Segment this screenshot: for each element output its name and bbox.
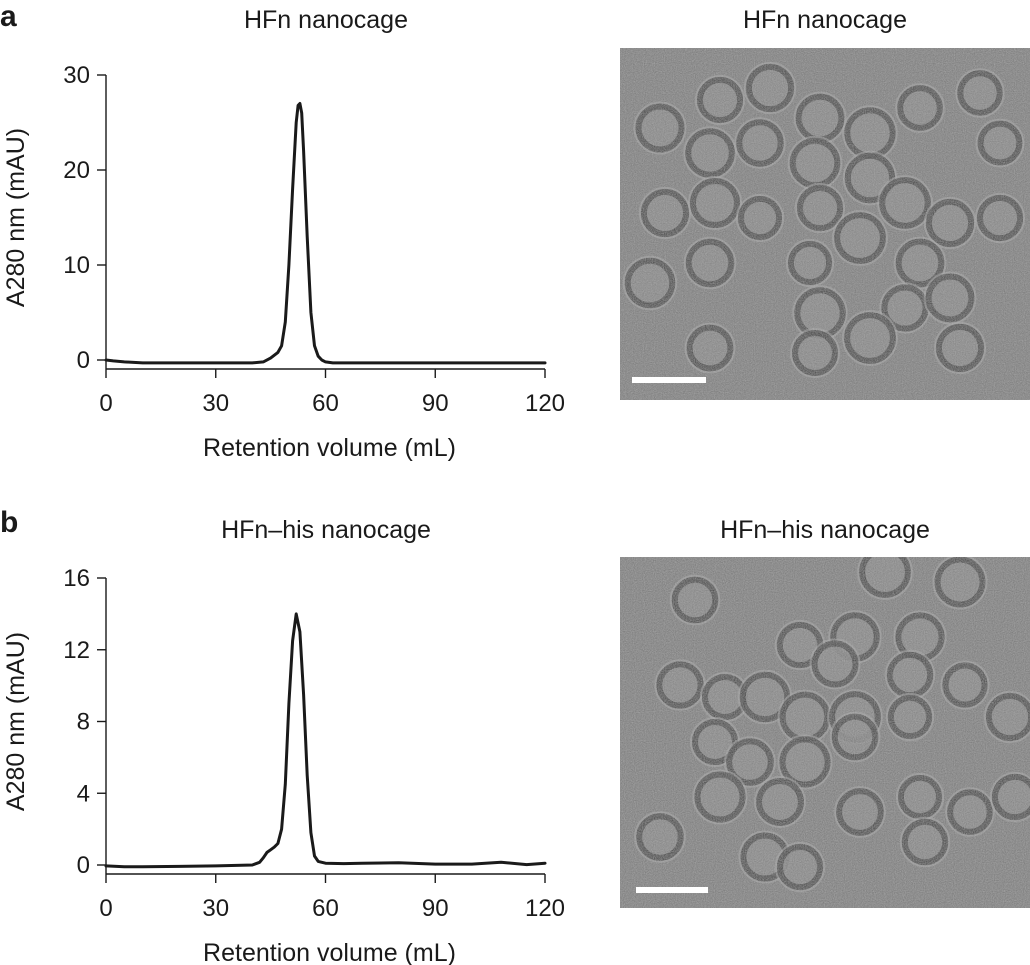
image-title-b: HFn–his nanocage [720,516,930,544]
x-tick: 0 [99,874,113,922]
chromatogram-chart-a: 0 10 20 30 0 30 60 90 120 Retention volume (mL) A2… [2,62,565,462]
y-tick: 12 [63,637,106,664]
y-axis-label: A280 nm (mAU) [2,632,30,811]
chart-title-a: HFn nanocage [243,6,408,34]
series-line [104,612,547,869]
x-tick: 120 [525,369,565,417]
x-tick-label: 30 [202,390,229,417]
x-tick: 0 [99,369,113,417]
y-axis-label: A280 nm (mAU) [2,128,30,307]
chart-title-b: HFn–his nanocage [221,516,431,544]
micrograph-noise [620,557,1030,908]
x-tick: 90 [422,369,449,417]
x-tick-label: 0 [99,895,112,922]
y-tick-label: 20 [63,157,90,184]
y-tick-label: 0 [77,852,90,879]
y-tick-label: 30 [63,62,90,89]
x-tick-label: 60 [312,895,339,922]
x-tick-label: 90 [422,895,449,922]
chromatogram-chart-b: 0 4 8 12 16 0 30 60 90 120 Retention volume (mL) A2… [2,565,565,965]
x-tick-label: 0 [99,390,112,417]
series-line [104,102,547,365]
x-tick: 120 [525,874,565,922]
y-tick: 30 [63,62,106,89]
x-tick-label: 120 [525,895,565,922]
y-tick: 8 [77,709,106,736]
image-title-a: HFn nanocage [742,6,907,34]
x-tick: 30 [202,874,229,922]
y-tick: 10 [63,252,106,279]
x-tick-label: 60 [312,390,339,417]
scale-bar [632,377,706,383]
y-tick-label: 4 [77,780,90,807]
y-tick-label: 16 [63,565,90,592]
y-tick-label: 12 [63,637,90,664]
y-tick-label: 0 [77,347,90,374]
y-tick-label: 10 [63,252,90,279]
y-tick-label: 8 [77,709,90,736]
x-tick: 60 [312,874,339,922]
x-axis-label: Retention volume (mL) [203,939,456,965]
y-tick: 0 [77,852,106,879]
scale-bar [636,887,708,893]
panel-letter-a: a [0,0,17,33]
y-tick: 4 [77,780,106,807]
y-tick: 20 [63,157,106,184]
micrograph-noise [620,48,1030,400]
x-tick: 60 [312,369,339,417]
x-tick-label: 30 [202,895,229,922]
x-tick-label: 90 [422,390,449,417]
x-tick: 30 [202,369,229,417]
tem-micrograph-b [620,557,1030,908]
tem-micrograph-a [620,48,1030,400]
x-tick: 90 [422,874,449,922]
y-tick: 16 [63,565,106,592]
panel-letter-b: b [0,506,19,539]
x-tick-label: 120 [525,390,565,417]
x-axis-label: Retention volume (mL) [203,434,456,462]
